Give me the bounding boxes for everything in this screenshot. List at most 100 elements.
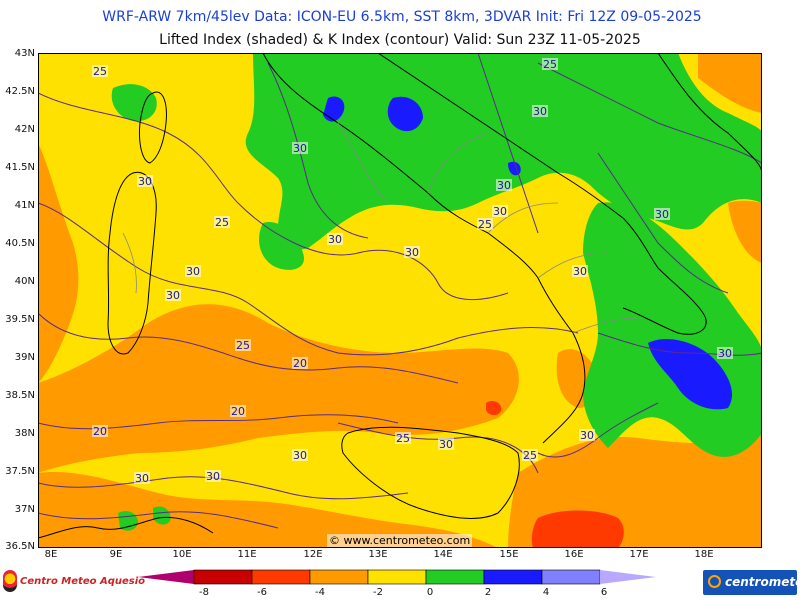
contour-label-bg — [717, 347, 733, 359]
legend-color-box — [425, 569, 485, 585]
contour-label-bg — [235, 339, 251, 351]
legend-tick-label: -8 — [199, 587, 209, 598]
lon-label: 14E — [433, 549, 453, 560]
k-index-contour-label: 25 — [215, 216, 229, 229]
k-index-contour-label: 25 — [543, 58, 557, 71]
contour-label-bg — [292, 357, 308, 369]
contour-label-bg — [496, 179, 512, 191]
k-index-contour-label: 30 — [186, 265, 200, 278]
legend-tick-label: 2 — [484, 587, 492, 598]
k-index-contour-label: 30 — [138, 175, 152, 188]
legend-color-box — [193, 569, 253, 585]
legend-tick-label: -2 — [373, 587, 383, 598]
k-index-contour-label: 30 — [493, 205, 507, 218]
corsica-coast — [139, 91, 167, 164]
contour-label-bg — [92, 65, 108, 77]
li-orange-ionian — [728, 200, 762, 263]
lat-label: 41N — [14, 200, 35, 211]
contour-label-bg — [327, 233, 343, 245]
map-title-line1: WRF-ARW 7km/45lev Data: ICON-EU 6.5km, S… — [102, 9, 702, 25]
k-index-contour-label: 25 — [236, 339, 250, 352]
lon-label: 13E — [368, 549, 388, 560]
li-green-north — [245, 53, 762, 250]
li-blue-north1 — [323, 96, 345, 122]
k-index-contour-label: 30 — [206, 470, 220, 483]
k-index-contour-label: 25 — [478, 218, 492, 231]
k-index-contour-label: 30 — [328, 233, 342, 246]
contour-label-bg — [404, 246, 420, 258]
lat-label: 40N — [14, 276, 35, 287]
lon-label: 12E — [303, 549, 323, 560]
li-blue-north2 — [387, 96, 423, 132]
legend-colorbar — [138, 569, 656, 585]
li-green-west-patch — [111, 84, 157, 122]
legend-tick-label: 0 — [426, 587, 434, 598]
balkan-coast — [657, 53, 762, 174]
contour-label-bg — [92, 425, 108, 437]
lat-label: 42.5N — [5, 86, 35, 97]
k-index-contour-label: 25 — [93, 65, 107, 78]
li-red-south — [531, 510, 624, 548]
lon-label: 10E — [172, 549, 192, 560]
contour-label-bg — [292, 449, 308, 461]
k-index-contour-label: 20 — [293, 357, 307, 370]
lat-label: 39.5N — [5, 314, 35, 325]
contour-label-bg — [542, 58, 558, 70]
legend-color-box — [309, 569, 369, 585]
contour-label-bg — [492, 205, 508, 217]
contour-label-bg — [572, 265, 588, 277]
k-index-contour-label: 30 — [293, 449, 307, 462]
li-orange-south — [38, 472, 498, 548]
contour-label-bg — [522, 449, 538, 461]
contour-label-bg — [134, 472, 150, 484]
lon-label: 16E — [564, 549, 584, 560]
lat-label: 37.5N — [5, 466, 35, 477]
legend-tick-label: -6 — [257, 587, 267, 598]
contour-label-bg — [477, 218, 493, 230]
lon-label: 9E — [109, 549, 123, 560]
regional-borders — [122, 122, 639, 334]
legend-color-box — [541, 569, 601, 585]
lat-label: 39N — [14, 352, 35, 363]
contour-label-bg — [532, 105, 548, 117]
contour-label-bg — [654, 208, 670, 220]
sicily-coast — [341, 426, 520, 519]
legend-tick-label: -4 — [315, 587, 325, 598]
centro-meteo-aquesio-logo[interactable]: Centro Meteo Aquesio — [1, 568, 145, 598]
lat-label: 40.5N — [5, 238, 35, 249]
logo-left-text: Centro Meteo Aquesio — [20, 576, 145, 587]
contour-label-bg — [137, 175, 153, 187]
contour-label-bg — [214, 216, 230, 228]
lon-label: 17E — [629, 549, 649, 560]
lat-label: 36.5N — [5, 541, 35, 552]
tunisia-coast — [38, 516, 214, 539]
k-index-contour-label: 30 — [166, 289, 180, 302]
centrometeo-logo[interactable]: centrometeo — [703, 570, 800, 595]
k-index-contour-label: 25 — [396, 432, 410, 445]
k-index-contour-label: 30 — [655, 208, 669, 221]
li-red-tyrrhenian — [486, 400, 502, 416]
centrometeo-ring-icon — [708, 575, 721, 588]
lat-label: 42N — [14, 124, 35, 135]
k-index-contour-label: 30 — [497, 179, 511, 192]
li-green-sw2 — [153, 506, 171, 525]
li-green-central — [258, 222, 304, 270]
legend-high-arrow — [600, 570, 656, 584]
contour-label-bg — [185, 265, 201, 277]
k-index-contour-label: 30 — [405, 246, 419, 259]
contour-label-bg — [230, 405, 246, 417]
k-index-contour-label: 30 — [533, 105, 547, 118]
contour-label-bg — [438, 438, 454, 450]
map-frame — [38, 53, 762, 548]
k-index-contour-label: 20 — [231, 405, 245, 418]
legend-color-box — [251, 569, 311, 585]
legend-low-arrow — [138, 570, 194, 584]
k-index-contour-label: 30 — [135, 472, 149, 485]
contour-label-bg — [395, 432, 411, 444]
italy-adriatic-coast — [377, 53, 707, 335]
k-index-contour-label: 30 — [580, 429, 594, 442]
li-blue-east — [648, 338, 733, 410]
legend-tick-label: 4 — [542, 587, 550, 598]
k-index-contour-label: 20 — [93, 425, 107, 438]
